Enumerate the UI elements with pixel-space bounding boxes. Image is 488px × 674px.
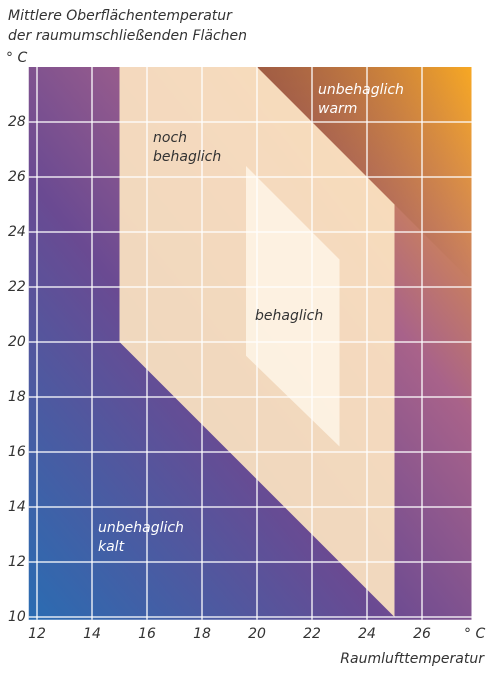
zone-label: unbehaglich [98,520,184,536]
x-tick-label: 24 [358,626,376,642]
title-line: der raumumschließenden Flächen [8,28,247,44]
x-tick-label: 16 [138,626,156,642]
x-tick-label: 26 [413,626,431,642]
y-tick-label: 14 [8,499,26,515]
zone-label: warm [318,101,357,117]
y-unit: ° C [6,50,27,66]
x-tick-label: 12 [28,626,46,642]
zone-label: behaglich [255,308,323,324]
zone-label: noch [153,130,187,146]
x-tick-label: 14 [83,626,101,642]
zone-label: behaglich [153,149,221,165]
x-tick-label: 18 [193,626,211,642]
zone-label: unbehaglich [318,82,404,98]
x-tick-label: 22 [303,626,321,642]
title-line: Mittlere Oberflächentemperatur [8,8,233,24]
zone [246,166,340,447]
x-tick-label: 20 [248,626,266,642]
y-tick-label: 16 [8,444,26,460]
y-tick-label: 28 [8,114,26,130]
y-tick-label: 20 [8,334,26,350]
x-axis-label: Raumlufttemperatur [340,651,485,667]
y-tick-label: 26 [8,169,26,185]
y-tick-label: 12 [8,554,26,570]
x-unit: ° C [464,626,485,642]
y-tick-label: 18 [8,389,26,405]
y-tick-label: 24 [8,224,26,240]
zone-label: kalt [98,539,125,555]
y-tick-label: 22 [8,279,26,295]
y-tick-label: 10 [8,609,26,625]
